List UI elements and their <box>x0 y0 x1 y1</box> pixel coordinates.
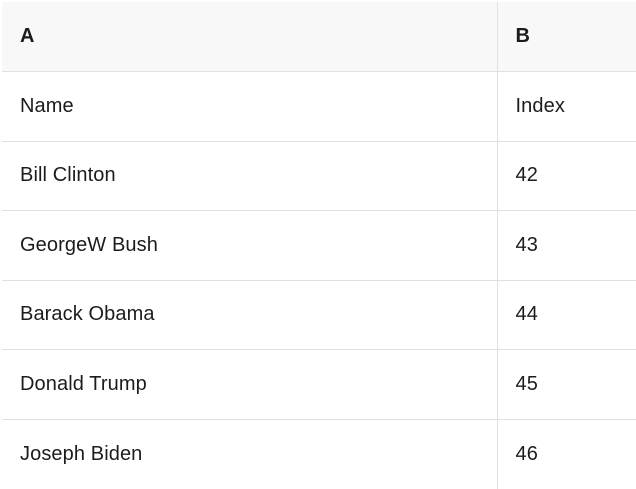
cell-name[interactable]: Barack Obama <box>2 280 497 350</box>
cell-index[interactable]: 45 <box>496 349 636 420</box>
table-row: GeorgeW Bush 43 <box>2 210 636 281</box>
table-row: Bill Clinton 42 <box>2 141 636 211</box>
cell-name[interactable]: Donald Trump <box>2 349 497 420</box>
table-row: Joseph Biden 46 <box>2 419 636 489</box>
header-row: A B <box>2 2 636 72</box>
cell-name[interactable]: Bill Clinton <box>2 141 497 211</box>
cell-index[interactable]: 46 <box>496 419 636 489</box>
table-row: Donald Trump 45 <box>2 349 636 420</box>
cell-name[interactable]: Joseph Biden <box>20 442 143 465</box>
column-header-b[interactable]: B <box>496 2 636 72</box>
table-row: Name Index <box>2 71 636 142</box>
cell-index[interactable]: 44 <box>496 280 636 350</box>
cell-index-label[interactable]: Index <box>496 71 636 142</box>
table-row: Barack Obama 44 <box>2 280 636 350</box>
cell-index[interactable]: 43 <box>496 210 636 281</box>
cell-name[interactable]: GeorgeW Bush <box>2 210 497 281</box>
cell-index[interactable]: 42 <box>496 141 636 211</box>
column-header-a[interactable]: A <box>2 2 497 72</box>
cell-name-label[interactable]: Name <box>2 71 497 142</box>
